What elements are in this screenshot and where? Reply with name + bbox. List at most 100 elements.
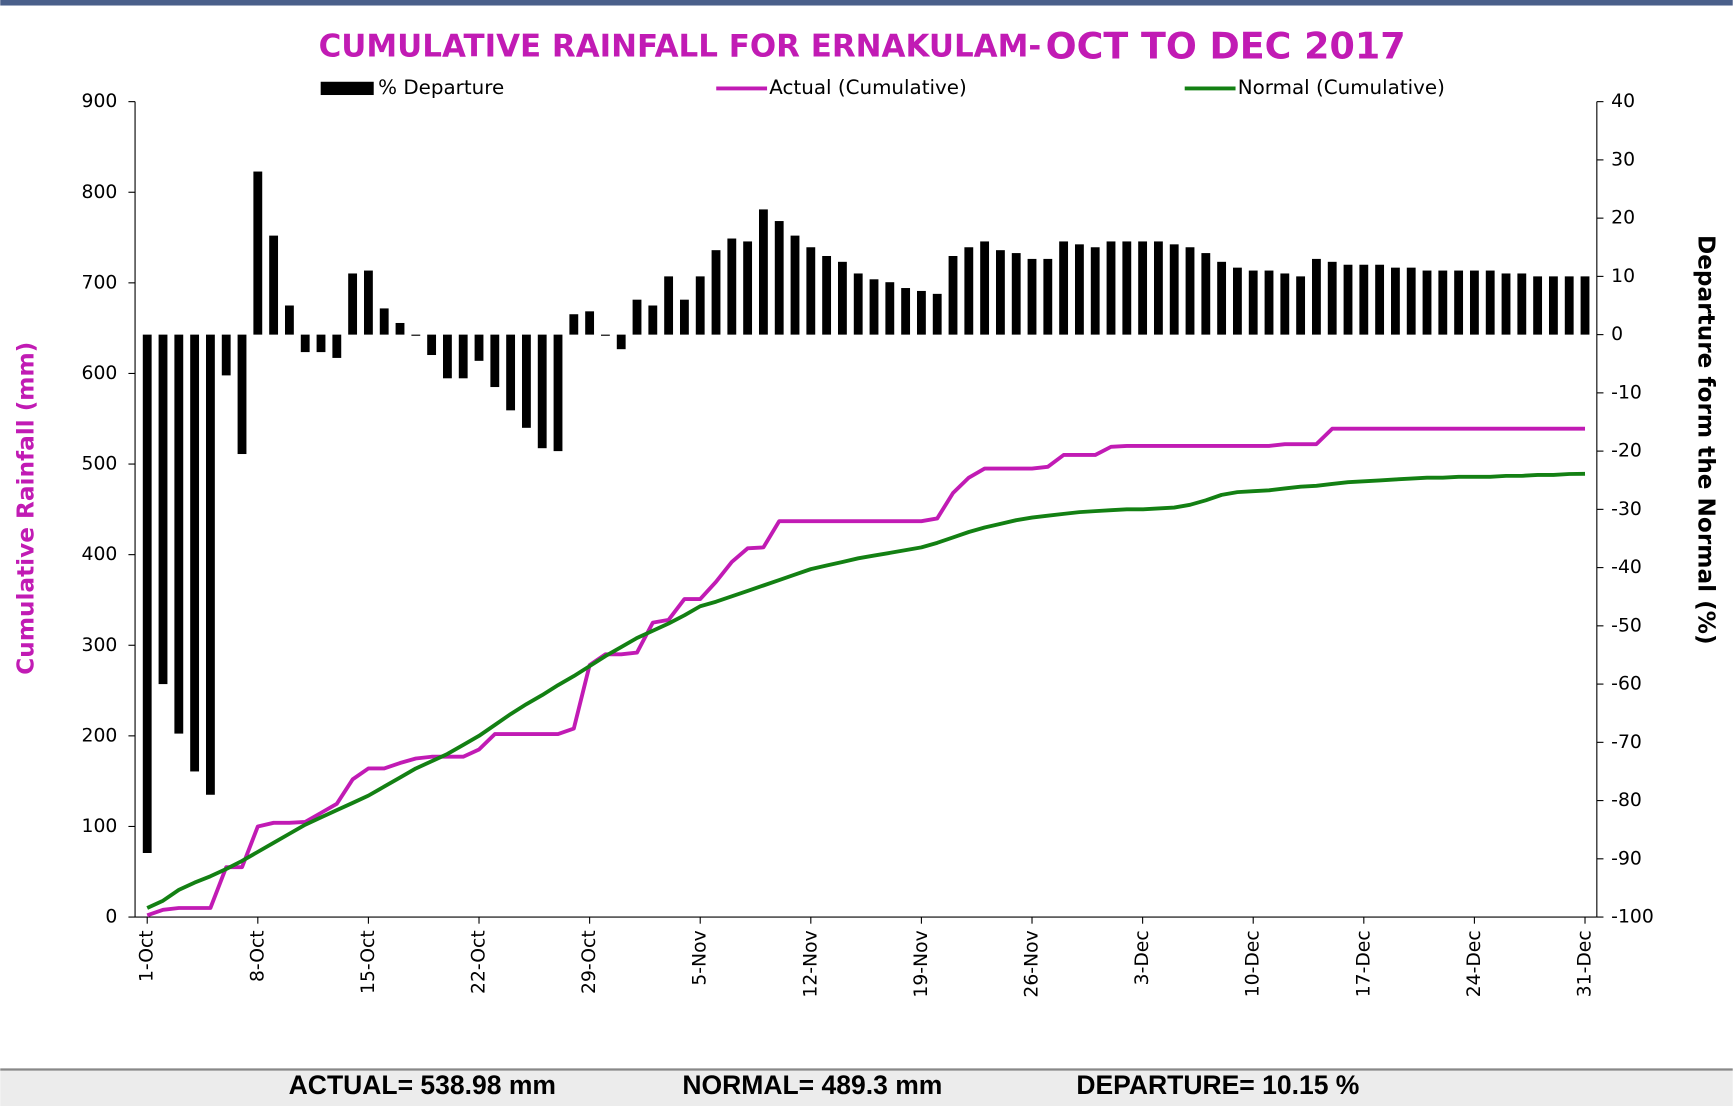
bar xyxy=(253,171,263,335)
bar xyxy=(190,334,200,772)
bar xyxy=(948,255,958,335)
y2-tick-label: 0 xyxy=(1611,324,1623,345)
y2-tick-label: -50 xyxy=(1611,615,1642,636)
bar xyxy=(1517,273,1527,335)
bar xyxy=(569,314,579,335)
bar xyxy=(411,334,421,336)
footer-band xyxy=(0,1069,1733,1106)
bar xyxy=(632,299,642,335)
y-tick-label: 800 xyxy=(82,182,118,203)
bar xyxy=(205,334,215,795)
y2-tick-label: -30 xyxy=(1611,499,1642,520)
legend-label: Normal (Cumulative) xyxy=(1238,76,1445,99)
x-tick-label: 29-Oct xyxy=(579,930,600,994)
y-axis-label: Cumulative Rainfall (mm) xyxy=(12,342,39,675)
x-tick-label: 17-Dec xyxy=(1353,930,1374,997)
bar xyxy=(1390,267,1400,335)
bar xyxy=(1232,267,1242,335)
y-tick-label: 900 xyxy=(82,91,118,112)
bar xyxy=(1248,270,1258,335)
bar xyxy=(442,334,452,379)
chart-title: CUMULATIVE RAINFALL FOR ERNAKULAM- OCT TO… xyxy=(319,24,1406,67)
line xyxy=(146,471,1586,910)
bar xyxy=(1406,267,1416,335)
bar xyxy=(600,334,610,336)
bar xyxy=(474,334,484,361)
bar xyxy=(506,334,516,411)
bar xyxy=(995,250,1005,335)
bar xyxy=(1059,241,1069,335)
x-tick-label: 3-Dec xyxy=(1132,930,1153,985)
bar xyxy=(822,255,832,335)
bar xyxy=(1264,270,1274,335)
bar xyxy=(885,282,895,335)
bar xyxy=(1027,258,1037,335)
footer-actual: ACTUAL= 538.98 mm xyxy=(289,1070,556,1100)
y-tick-label: 600 xyxy=(82,363,118,384)
bar xyxy=(395,322,405,335)
bar xyxy=(1533,276,1543,335)
x-tick-label: 10-Dec xyxy=(1243,930,1264,997)
bar xyxy=(743,241,753,335)
top-border xyxy=(0,0,1733,6)
bar xyxy=(711,250,721,335)
title-main: CUMULATIVE RAINFALL FOR ERNAKULAM- xyxy=(319,28,1042,64)
x-tick-label: 5-Nov xyxy=(690,930,711,985)
bar xyxy=(1106,241,1116,335)
y2-axis-label: Departure form the Normal (%) xyxy=(1693,235,1720,645)
bar xyxy=(521,334,531,428)
bar xyxy=(1564,276,1574,335)
footer-normal: NORMAL= 489.3 mm xyxy=(682,1070,942,1100)
bar xyxy=(1011,253,1021,335)
y-tick-label: 100 xyxy=(82,816,118,837)
bar xyxy=(221,334,231,376)
legend-swatch xyxy=(320,81,374,96)
bar xyxy=(1422,270,1432,335)
bar xyxy=(1359,264,1369,335)
bar xyxy=(1169,244,1179,335)
bar xyxy=(1122,241,1132,335)
bar xyxy=(553,334,563,452)
bar xyxy=(1501,273,1511,335)
y2-tick-label: 40 xyxy=(1611,91,1635,112)
bar xyxy=(1090,247,1100,335)
bar xyxy=(648,305,658,335)
bar xyxy=(379,308,389,335)
y-tick-label: 300 xyxy=(82,635,118,656)
bar xyxy=(1296,276,1306,335)
bar xyxy=(363,270,373,335)
bar xyxy=(237,334,247,455)
bar xyxy=(1201,253,1211,335)
bar xyxy=(695,276,705,335)
bar xyxy=(427,334,437,356)
bar xyxy=(1153,241,1163,335)
bar xyxy=(1311,258,1321,335)
x-tick-label: 26-Nov xyxy=(1022,930,1043,997)
bar xyxy=(458,334,468,379)
bar xyxy=(142,334,152,853)
bar xyxy=(1548,276,1558,335)
bar xyxy=(158,334,168,685)
y-tick-label: 0 xyxy=(105,907,117,928)
y-tick-label: 700 xyxy=(82,272,118,293)
bar xyxy=(869,279,879,335)
y2-tick-label: -40 xyxy=(1611,557,1642,578)
x-tick-label: 22-Oct xyxy=(469,930,490,994)
bar xyxy=(1074,244,1084,335)
x-tick-label: 31-Dec xyxy=(1575,930,1596,997)
y2-tick-label: -10 xyxy=(1611,382,1642,403)
bar xyxy=(964,247,974,335)
bar xyxy=(758,209,768,335)
legend-label: % Departure xyxy=(378,76,504,99)
legend-label: Actual (Cumulative) xyxy=(769,76,967,99)
bar xyxy=(932,293,942,335)
bar xyxy=(1454,270,1464,335)
title-emphasis: OCT TO DEC 2017 xyxy=(1046,24,1406,67)
bar xyxy=(537,334,547,449)
bar xyxy=(490,334,500,388)
y-tick-label: 400 xyxy=(82,544,118,565)
y2-tick-label: -20 xyxy=(1611,441,1642,462)
bar xyxy=(1438,270,1448,335)
